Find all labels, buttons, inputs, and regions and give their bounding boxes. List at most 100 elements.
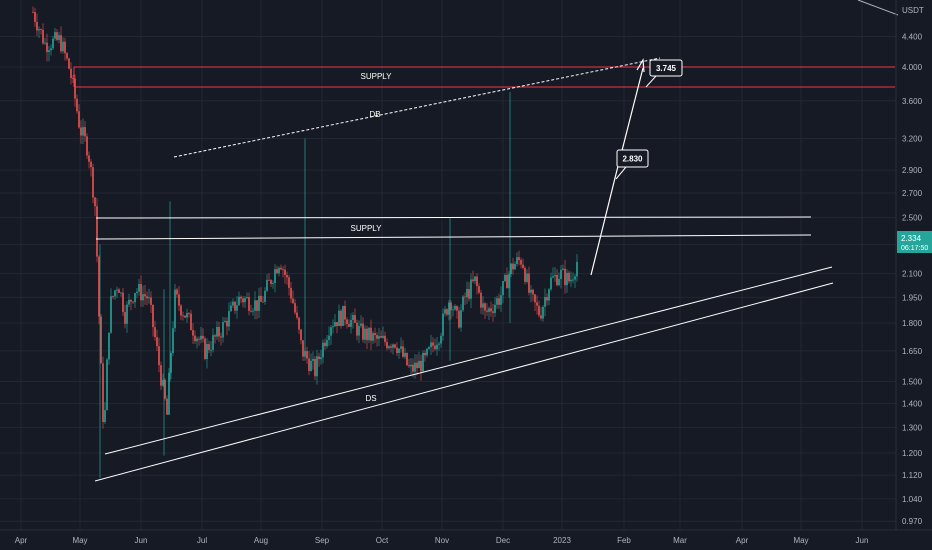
candle-body	[434, 345, 436, 350]
candle-body	[272, 282, 274, 284]
candle-body	[228, 311, 230, 327]
y-tick-label: 1.500	[902, 377, 923, 386]
candle-body	[420, 360, 422, 372]
candle-body	[452, 309, 454, 311]
candle-body	[346, 319, 348, 324]
candle-body	[34, 12, 36, 22]
candle-body	[446, 309, 448, 315]
candle-body	[424, 352, 426, 356]
candle-body	[454, 306, 456, 310]
upper-support-trendline[interactable]	[104, 266, 833, 455]
candle-body	[86, 136, 88, 156]
candle-body	[376, 335, 378, 339]
candle-body	[72, 78, 74, 79]
lower-supply-top-line[interactable]	[95, 216, 812, 219]
candle-body	[336, 322, 338, 327]
candle-body	[210, 349, 212, 351]
y-tick-label: 1.300	[902, 423, 923, 432]
candle-body	[536, 302, 538, 306]
candle-body	[396, 347, 398, 354]
x-tick-label: Mar	[673, 536, 687, 545]
candle-body	[572, 279, 574, 281]
candle-body	[148, 297, 150, 299]
candle-body	[94, 197, 96, 207]
candle-body	[330, 327, 332, 336]
candle-body	[282, 269, 284, 271]
x-tick-label: Feb	[617, 536, 631, 545]
callout-3745-pointer	[645, 75, 657, 88]
candle-body	[202, 335, 204, 339]
lower-supply-bottom-line[interactable]	[95, 234, 812, 240]
candle-body	[268, 279, 270, 281]
candle-body	[368, 327, 370, 341]
candle-body	[328, 335, 330, 341]
candle-body	[168, 372, 170, 415]
candle-body	[522, 264, 524, 268]
db-label: DB	[369, 110, 380, 119]
candle-body	[512, 263, 514, 270]
candle-body	[460, 310, 462, 328]
candle-body	[158, 346, 160, 366]
candle-body	[494, 304, 496, 313]
candle-body	[180, 305, 182, 316]
candle-body	[32, 11, 34, 13]
candle-body	[444, 309, 446, 314]
candle-body	[458, 310, 460, 328]
candle-body	[50, 48, 52, 51]
y-tick-label: 1.950	[902, 293, 923, 302]
candle-body	[378, 336, 380, 339]
candle-body	[474, 276, 476, 282]
db-dashed-trendline[interactable]	[173, 57, 661, 158]
callout-3745-text: 3.745	[656, 64, 677, 73]
candle-body	[278, 267, 280, 274]
candle-body	[516, 257, 518, 265]
y-tick-label: 1.120	[902, 471, 923, 480]
candle-body	[116, 289, 118, 291]
lower-support-trendline[interactable]	[94, 282, 834, 482]
y-tick-label: 0.970	[902, 517, 923, 526]
candle-body	[214, 335, 216, 337]
y-tick-label: 2.500	[902, 214, 923, 223]
candle-body	[44, 42, 46, 44]
candle-body	[470, 279, 472, 299]
candle-body	[466, 289, 468, 298]
x-tick-label: Apr	[736, 536, 749, 545]
candle-body	[236, 305, 238, 311]
candle-body	[192, 330, 194, 336]
price-axis[interactable]: USDT 4.400 4.000 3.600 3.200 2.900 2.700 2.500…	[895, 0, 932, 530]
candle-body	[386, 341, 388, 349]
candle-body	[58, 35, 60, 40]
candle-body	[230, 305, 232, 312]
candle-body	[560, 269, 562, 280]
candle-body	[120, 292, 122, 294]
candle-body	[52, 38, 54, 49]
candle-body	[450, 302, 452, 311]
candle-body	[340, 310, 342, 326]
projection-arrowhead-icon	[636, 58, 645, 73]
candle-body	[342, 305, 344, 326]
callout-2830-box[interactable]	[616, 149, 649, 168]
candle-body	[400, 346, 402, 349]
callout-2830-pointer	[615, 166, 627, 180]
x-tick-label: Jun	[856, 536, 869, 545]
candle-body	[482, 303, 484, 308]
candle-body	[134, 293, 136, 303]
candle-body	[38, 29, 40, 31]
candle-body	[82, 127, 84, 136]
candle-body	[220, 336, 222, 338]
candle-body	[162, 379, 164, 386]
projection-path[interactable]	[590, 67, 644, 276]
candle-body	[204, 338, 206, 359]
candle-body	[326, 340, 328, 347]
callout-3745-box[interactable]	[649, 59, 683, 77]
candle-body	[270, 280, 272, 284]
candle-body	[500, 295, 502, 305]
candle-body	[154, 327, 156, 338]
time-axis[interactable]: Apr May Jun Jul Aug Sep Oct Nov Dec 2023 Feb Mar Apr…	[0, 529, 932, 545]
candle-body	[344, 305, 346, 320]
candle-body	[314, 358, 316, 377]
candle-body	[306, 351, 308, 359]
candle-body	[506, 274, 508, 289]
